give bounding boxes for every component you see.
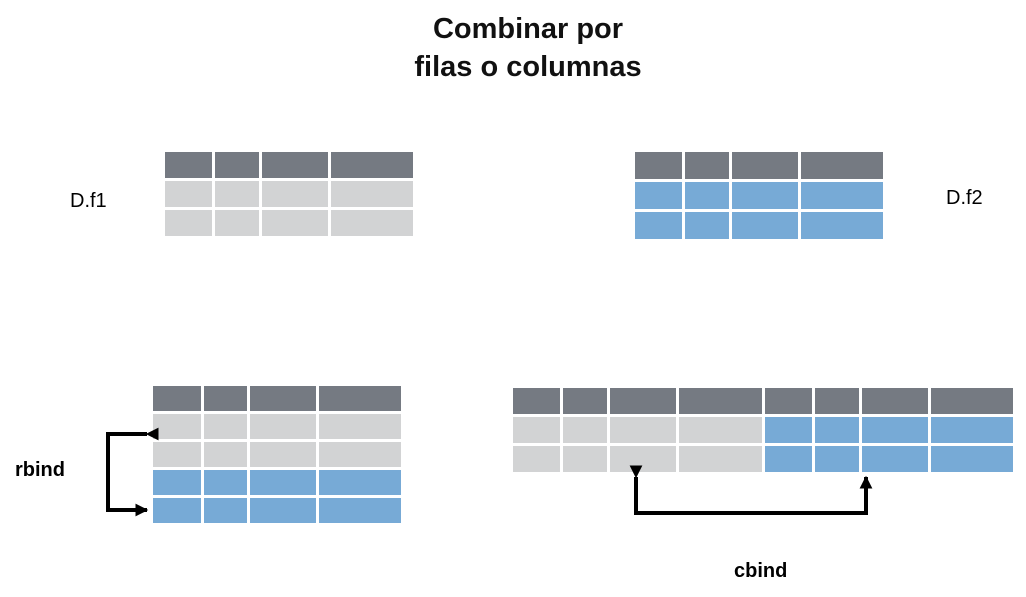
df1-row-cell	[331, 210, 413, 236]
cbind-df2-cell	[931, 446, 1013, 472]
df1-header-cell	[215, 152, 259, 178]
rbind-result-table	[153, 386, 401, 523]
df1-row-cell	[215, 210, 259, 236]
df1-label: D.f1	[70, 190, 107, 212]
title-line-1: Combinar por	[432, 13, 624, 45]
df1-row-cell	[165, 181, 212, 207]
cbind-df1-cell	[610, 417, 676, 443]
df2-row-cell	[732, 182, 798, 209]
df1-header-cell	[331, 152, 413, 178]
rbind-df1-cell	[204, 442, 247, 467]
df2-row-cell	[801, 212, 883, 239]
df1-row-cell	[262, 210, 328, 236]
df2-label: D.f2	[946, 187, 983, 209]
rbind-df1-cell	[204, 414, 247, 439]
df1-row-cell	[165, 210, 212, 236]
cbind-arrow	[629, 465, 873, 515]
rbind-df2-cell	[204, 498, 247, 523]
rbind-label: rbind	[15, 459, 65, 481]
df1-header-cell	[165, 152, 212, 178]
cbind-df2-cell	[862, 417, 928, 443]
rbind-df2-cell	[319, 470, 401, 495]
cbind-df1-cell	[513, 446, 560, 472]
df2-header-cell	[635, 152, 682, 179]
rbind-df1-cell	[250, 414, 316, 439]
rbind-df2-cell	[153, 498, 201, 523]
rbind-arrow	[106, 427, 159, 517]
cbind-header-cell	[679, 388, 762, 414]
df2-header-cell	[685, 152, 729, 179]
cbind-header-cell	[765, 388, 812, 414]
cbind-df1-cell	[513, 417, 560, 443]
diagram-title: Combinar por filas o columnas	[0, 10, 1026, 86]
cbind-df2-cell	[862, 446, 928, 472]
df1-table	[165, 152, 413, 236]
rbind-header-cell	[250, 386, 316, 411]
cbind-header-cell	[610, 388, 676, 414]
rbind-df1-cell	[153, 442, 201, 467]
cbind-header-cell	[563, 388, 607, 414]
df2-row-cell	[801, 182, 883, 209]
rbind-df2-cell	[250, 498, 316, 523]
df2-row-cell	[732, 212, 798, 239]
cbind-header-cell	[862, 388, 928, 414]
cbind-df2-cell	[765, 417, 812, 443]
df2-header-cell	[801, 152, 883, 179]
rbind-df2-cell	[250, 470, 316, 495]
rbind-df2-cell	[153, 470, 201, 495]
rbind-df2-cell	[319, 498, 401, 523]
rbind-df1-cell	[153, 414, 201, 439]
cbind-df1-cell	[679, 417, 762, 443]
df2-row-cell	[685, 212, 729, 239]
rbind-df2-cell	[204, 470, 247, 495]
cbind-label: cbind	[734, 560, 788, 582]
df2-table	[635, 152, 883, 239]
df1-header-cell	[262, 152, 328, 178]
title-line-2: filas o columnas	[414, 51, 642, 83]
cbind-df2-cell	[815, 417, 859, 443]
cbind-header-cell	[513, 388, 560, 414]
cbind-df2-cell	[931, 417, 1013, 443]
cbind-df1-cell	[563, 446, 607, 472]
rbind-df1-cell	[250, 442, 316, 467]
df1-row-cell	[262, 181, 328, 207]
df2-row-cell	[635, 182, 682, 209]
df2-row-cell	[635, 212, 682, 239]
df1-row-cell	[331, 181, 413, 207]
cbind-header-cell	[815, 388, 859, 414]
rbind-header-cell	[153, 386, 201, 411]
cbind-result-table	[513, 388, 1013, 472]
rbind-header-cell	[204, 386, 247, 411]
rbind-df1-cell	[319, 442, 401, 467]
df2-row-cell	[685, 182, 729, 209]
df2-header-cell	[732, 152, 798, 179]
cbind-header-cell	[931, 388, 1013, 414]
rbind-df1-cell	[319, 414, 401, 439]
rbind-header-cell	[319, 386, 401, 411]
cbind-df1-cell	[563, 417, 607, 443]
df1-row-cell	[215, 181, 259, 207]
